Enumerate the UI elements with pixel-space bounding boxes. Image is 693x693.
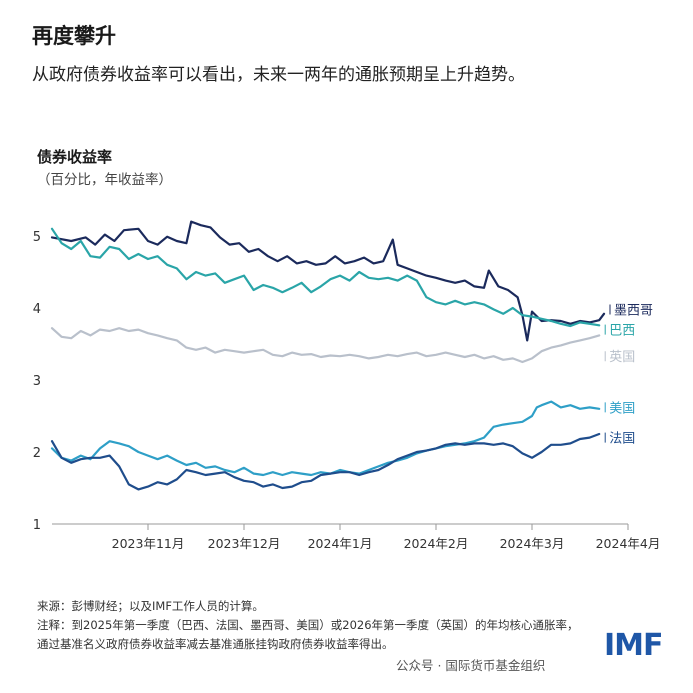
- y-axis: 1 2 3 4 5: [33, 230, 41, 533]
- x-tick-label: 2023年12月: [208, 536, 281, 551]
- imf-logo: IMF: [604, 628, 664, 663]
- x-axis: 2023年11月 2023年12月 2024年1月 2024年2月 2024年3月 202…: [52, 523, 661, 551]
- series-line: [50, 400, 601, 477]
- footnote: 注释：到2025年第一季度（巴西、法国、墨西哥、美国）或2026年第一季度（英国…: [37, 618, 579, 651]
- series-label: 巴西: [609, 324, 635, 339]
- series-label: 英国: [609, 350, 635, 365]
- x-tick-label: 2024年4月: [596, 536, 661, 551]
- y-tick-label: 1: [33, 518, 41, 533]
- chart-subtitle: 从政府债券收益率可以看出，未来一两年的通胀预期呈上升趋势。: [32, 65, 525, 85]
- chart-title: 再度攀升: [32, 24, 116, 48]
- series-label: 墨西哥: [614, 303, 653, 318]
- series-label: 法国: [609, 432, 635, 447]
- series-group: [50, 220, 606, 491]
- series-line: [50, 432, 601, 491]
- panel-title: 债券收益率: [37, 148, 113, 166]
- y-tick-label: 5: [33, 230, 41, 245]
- y-tick-label: 2: [33, 446, 41, 461]
- source-note: 来源：彭博财经；以及IMF工作人员的计算。: [37, 599, 264, 613]
- series-line: [50, 327, 601, 364]
- y-tick-label: 4: [33, 302, 41, 317]
- panel-subtitle: （百分比，年收益率）: [37, 172, 172, 188]
- x-tick-label: 2024年2月: [404, 536, 469, 551]
- x-tick-label: 2023年11月: [112, 536, 185, 551]
- x-tick-label: 2024年3月: [500, 536, 565, 551]
- series-line: [50, 227, 601, 328]
- x-tick-label: 2024年1月: [308, 536, 373, 551]
- watermark-text: 公众号 · 国际货币基金组织: [396, 658, 546, 673]
- series-label: 美国: [609, 401, 635, 416]
- y-tick-label: 3: [33, 374, 41, 389]
